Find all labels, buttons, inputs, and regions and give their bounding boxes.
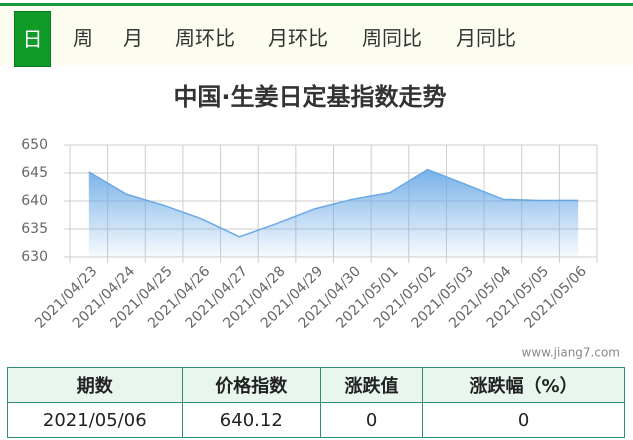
watermark: www.jiang7.com bbox=[522, 346, 620, 360]
chart-title: 中国·生姜日定基指数走势 bbox=[173, 83, 446, 111]
table-header: 期数 bbox=[7, 367, 183, 403]
tab[interactable]: 月 bbox=[123, 26, 143, 50]
table-header: 涨跌幅（%） bbox=[422, 367, 625, 403]
data-table: 期数 价格指数 涨跌值 涨跌幅（%） 2021/05/06 640.12 0 0 bbox=[7, 367, 625, 438]
tab[interactable]: 日 bbox=[14, 11, 51, 67]
tab-bar: 日周 月 周环比 月环比 周同比 月同比 bbox=[0, 3, 633, 67]
table-cell: 0 bbox=[319, 402, 424, 438]
table-header: 涨跌值 bbox=[319, 367, 424, 403]
tab[interactable]: 月同比 bbox=[456, 26, 516, 50]
y-tick-label: 640 bbox=[21, 193, 48, 209]
y-tick-label: 630 bbox=[21, 249, 48, 265]
tab[interactable]: 周 bbox=[73, 26, 93, 50]
tab[interactable]: 周同比 bbox=[362, 26, 422, 50]
y-tick-label: 645 bbox=[21, 165, 48, 181]
table-cell: 0 bbox=[422, 402, 625, 438]
y-tick-label: 650 bbox=[21, 137, 48, 153]
tab[interactable]: 月环比 bbox=[268, 26, 328, 50]
y-tick-label: 635 bbox=[21, 221, 48, 237]
line bbox=[88, 168, 579, 238]
tab[interactable]: 周环比 bbox=[175, 26, 235, 50]
chart: 中国·生姜日定基指数走势 www.jiang7.com 630 635 640 645… bbox=[21, 83, 620, 360]
table-cell: 640.12 bbox=[181, 402, 322, 438]
area bbox=[88, 169, 579, 257]
table-cell: 2021/05/06 bbox=[7, 402, 183, 438]
table-header: 价格指数 bbox=[181, 367, 322, 403]
